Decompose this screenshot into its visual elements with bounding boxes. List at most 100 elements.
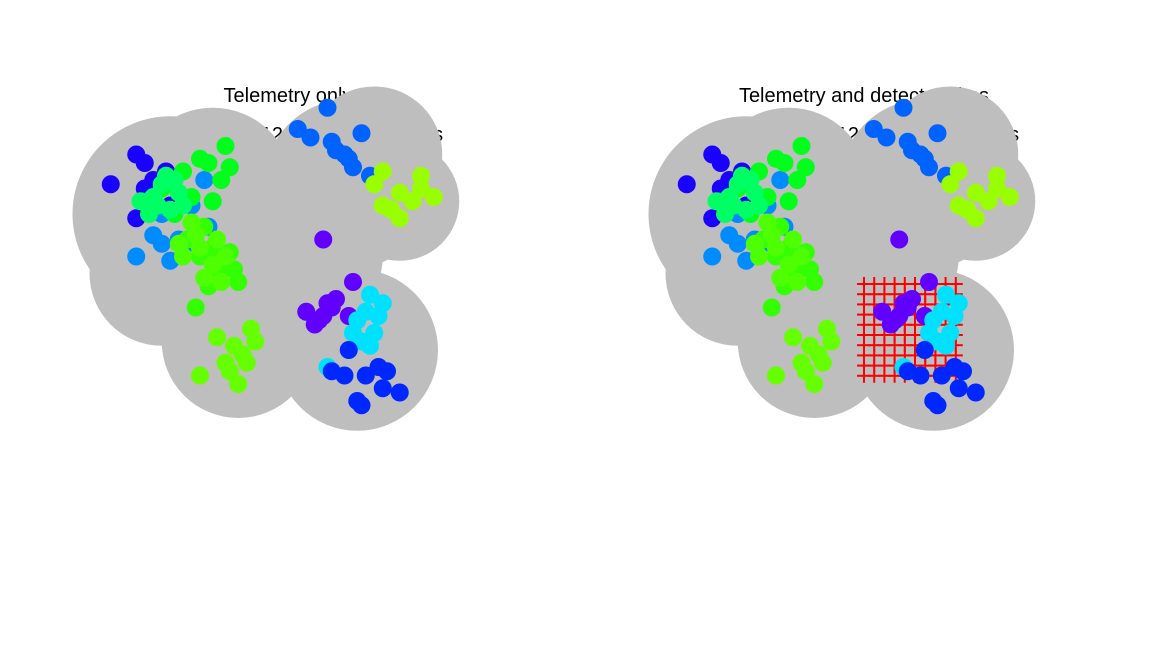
telemetry-fix-point [212, 171, 231, 189]
telemetry-fix-point [796, 362, 815, 381]
telemetry-fix-point [101, 175, 120, 194]
telemetry-fix-point [322, 298, 341, 317]
telemetry-fix-point [813, 353, 832, 372]
telemetry-fix-point [127, 247, 146, 266]
telemetry-fix-point [246, 332, 265, 351]
telemetry-fix-point [796, 158, 815, 177]
telemetry-fix-point [890, 230, 909, 249]
telemetry-fix-point [932, 302, 951, 321]
telemetry-fix-point [937, 336, 955, 355]
telemetry-fix-point [378, 362, 396, 381]
telemetry-fix-point [314, 230, 333, 249]
telemetry-fix-point [212, 273, 231, 291]
telemetry-fix-point [979, 192, 998, 211]
telemetry-fix-point [762, 226, 781, 245]
telemetry-fix-point [928, 124, 947, 143]
telemetry-fix-point [339, 149, 358, 168]
telemetry-fix-point [195, 268, 214, 287]
telemetry-fix-point [988, 166, 1006, 185]
telemetry-fix-point [898, 298, 917, 317]
telemetry-fix-point [352, 124, 371, 143]
telemetry-fix-point [203, 256, 222, 274]
telemetry-fix-point [949, 379, 968, 398]
telemetry-fix-point [741, 171, 760, 189]
telemetry-fix-point [750, 196, 768, 215]
telemetry-fix-point [356, 302, 375, 321]
telemetry-fix-point [186, 298, 205, 317]
telemetry-fix-point [365, 175, 384, 194]
telemetry-fix-point [805, 375, 824, 393]
telemetry-fix-point [318, 98, 337, 117]
telemetry-fix-point [724, 196, 743, 215]
telemetry-fix-point [1000, 188, 1019, 206]
telemetry-fix-point [915, 341, 934, 359]
telemetry-fix-point [390, 183, 409, 202]
telemetry-fix-point [412, 179, 430, 198]
telemetry-fix-point [169, 234, 188, 253]
telemetry-fix-point [195, 171, 214, 189]
telemetry-fix-point [877, 128, 896, 147]
telemetry-fix-point [220, 158, 239, 177]
telemetry-fix-point [339, 341, 358, 359]
telemetry-fix-point [775, 154, 794, 172]
telemetry-fix-point [403, 192, 422, 211]
telemetry-fix-point [928, 396, 947, 415]
telemetry-fix-point [373, 162, 392, 181]
telemetry-fix-point [148, 196, 167, 215]
telemetry-fix-point [356, 366, 375, 385]
telemetry-fix-point [237, 353, 256, 372]
telemetry-fix-point [344, 273, 362, 291]
telemetry-fix-point [788, 273, 807, 291]
telemetry-fix-point [424, 188, 443, 206]
telemetry-fix-point [949, 294, 968, 313]
telemetry-fix-point [225, 260, 243, 279]
telemetry-fix-point [966, 183, 985, 202]
telemetry-fix-point [390, 383, 409, 402]
telemetry-fix-point [229, 375, 248, 393]
telemetry-fix-point [767, 366, 785, 385]
telemetry-fix-point [941, 175, 960, 194]
telemetry-fix-point [152, 234, 171, 253]
telemetry-fix-point [288, 120, 307, 138]
telemetry-fix-point [361, 285, 379, 304]
telemetry-fix-point [898, 132, 917, 151]
telemetry-fix-point [898, 362, 917, 381]
telemetry-fix-point [301, 128, 320, 147]
telemetry-fix-point [788, 171, 807, 189]
telemetry-fix-point [949, 162, 968, 181]
telemetry-fixes [101, 98, 443, 415]
telemetry-fix-point [361, 336, 379, 355]
telemetry-fix-point [208, 230, 226, 249]
telemetry-fixes [677, 98, 1019, 415]
telemetry-fix-point [703, 145, 722, 164]
telemetry-fix-point [920, 324, 938, 342]
telemetry-fix-point [762, 298, 781, 317]
telemetry-fix-point [373, 196, 392, 215]
telemetry-fix-point [220, 362, 239, 381]
telemetry-fix-point [297, 302, 316, 321]
telemetry-fix-point [352, 396, 371, 415]
telemetry-fix-point [186, 226, 205, 245]
telemetry-fix-point [216, 247, 235, 266]
mask-region [238, 184, 383, 329]
telemetry-fix-point [373, 379, 392, 398]
telemetry-fix-point [915, 149, 934, 168]
telemetry-fix-point [199, 154, 218, 172]
panel-telemetry-and-detectors: Telemetry and detector sites 10 occasion… [576, 0, 1152, 672]
telemetry-fix-point [932, 366, 951, 385]
telemetry-fix-point [894, 98, 913, 117]
telemetry-fix-point [216, 137, 235, 155]
telemetry-fix-point [677, 175, 696, 194]
telemetry-fix-point [784, 328, 802, 347]
telemetry-fix-point [949, 196, 968, 215]
telemetry-fix-point [920, 273, 938, 291]
panel-telemetry-only: Telemetry only 10 occasions, 120 fixes,1… [72, 85, 460, 431]
telemetry-fix-point [886, 311, 904, 330]
telemetry-fix-point [745, 234, 764, 253]
telemetry-fix-point [208, 328, 226, 347]
telemetry-fix-point [873, 302, 892, 321]
telemetry-fix-point [988, 179, 1006, 198]
telemetry-fix-point [801, 260, 819, 279]
telemetry-fix-point [966, 383, 985, 402]
telemetry-fix-point [310, 311, 328, 330]
